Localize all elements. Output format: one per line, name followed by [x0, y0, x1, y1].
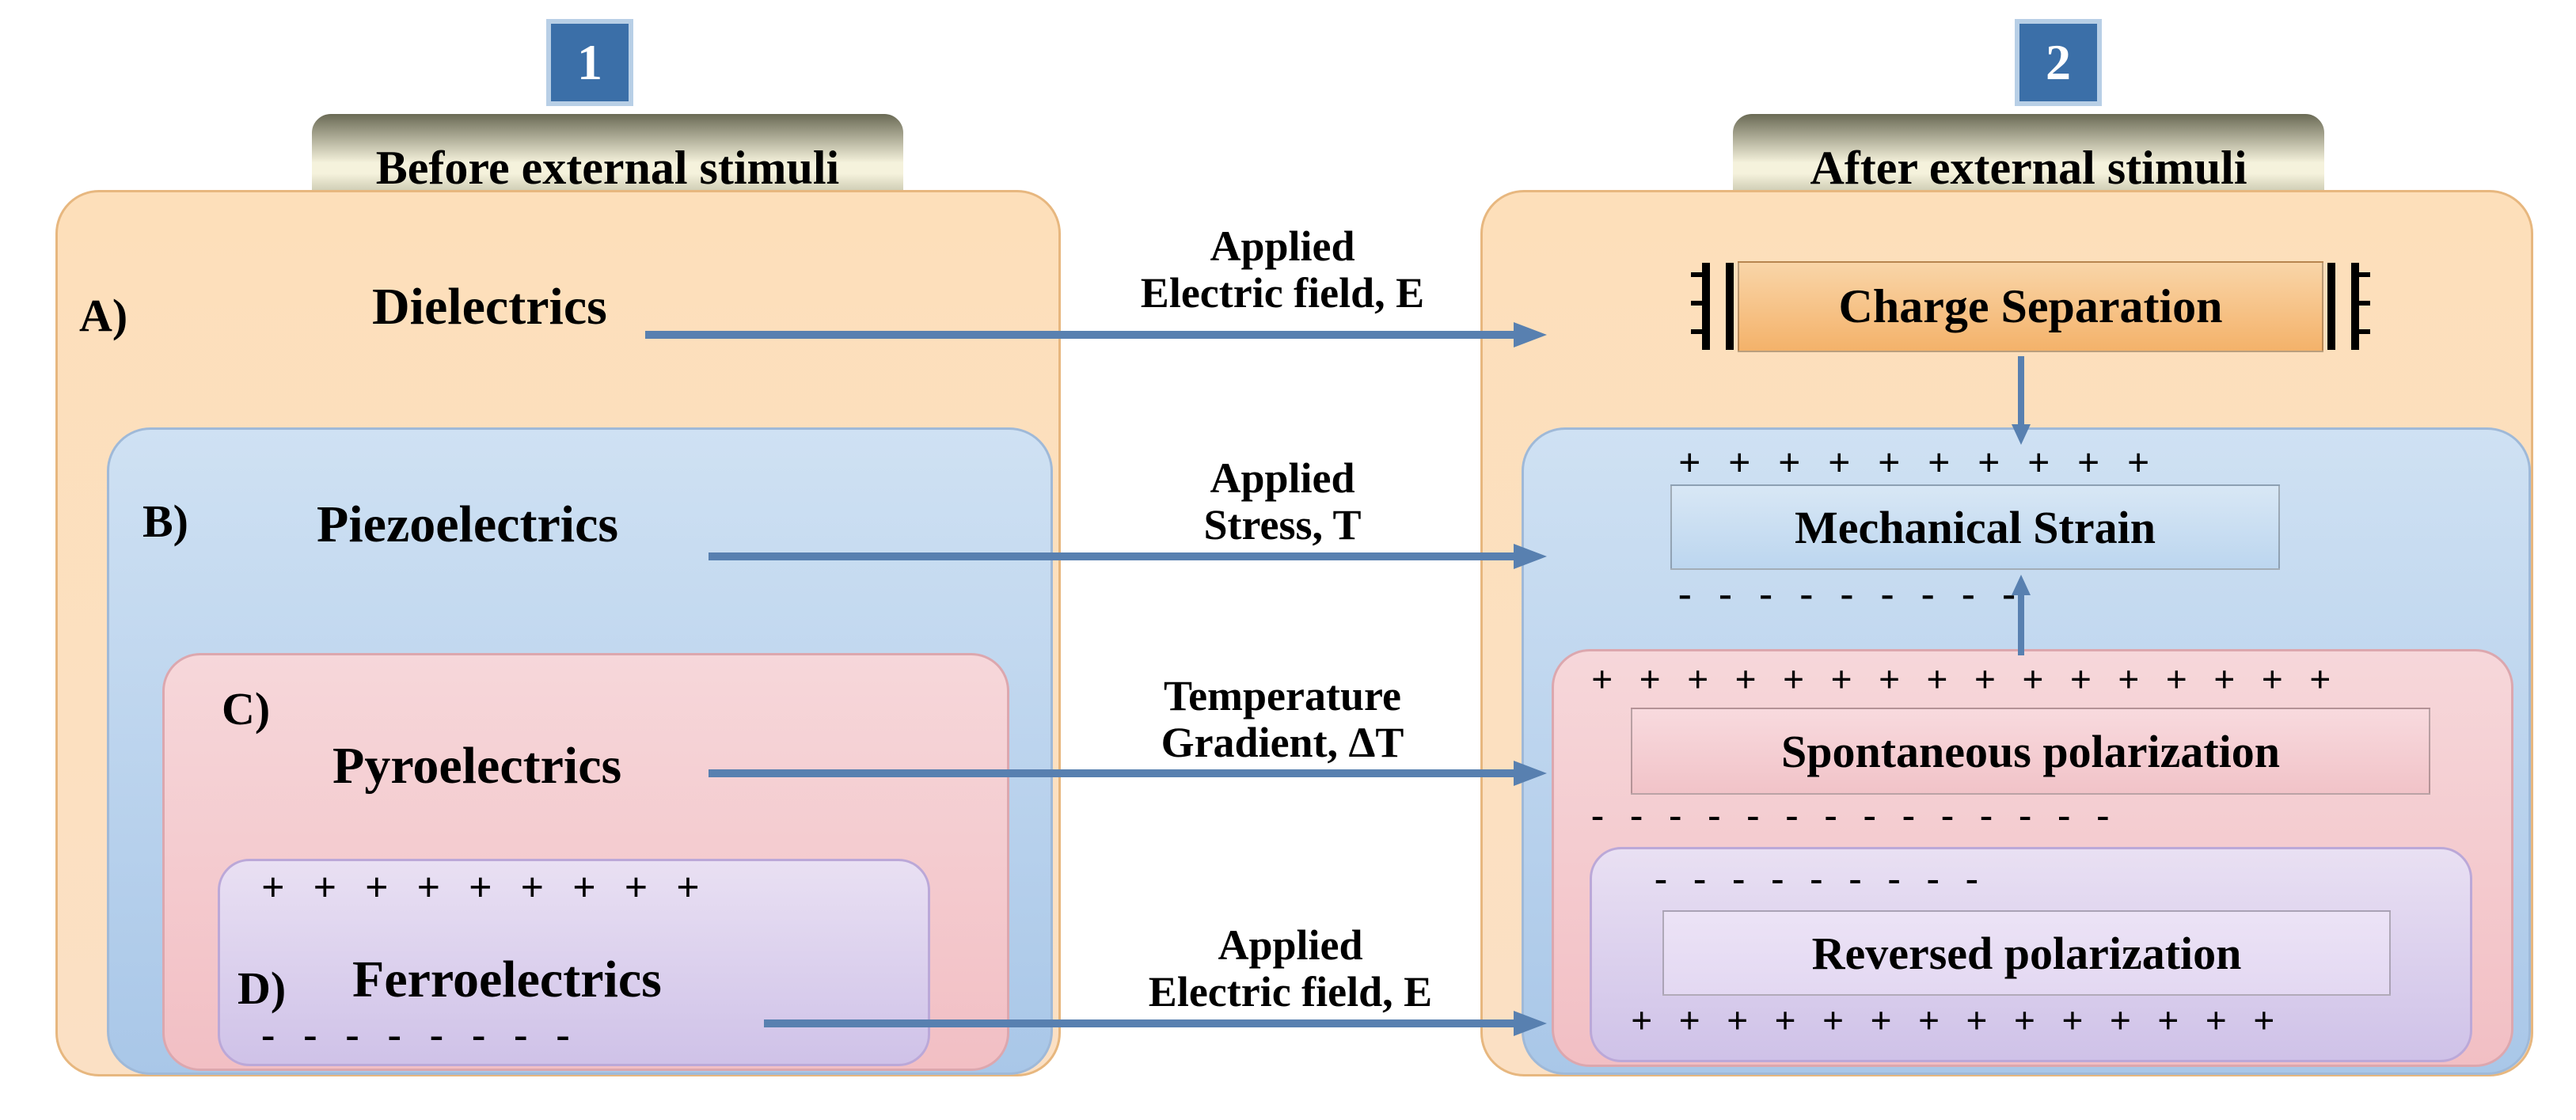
mini-arrow-up-head — [2012, 575, 2031, 595]
badge-2-text: 2 — [2046, 33, 2071, 92]
arrow-A-head — [1514, 322, 1547, 347]
result-mechanical-strain: Mechanical Strain — [1670, 484, 2280, 570]
label-A-letter: A) — [79, 289, 127, 342]
arrow-B-head — [1514, 544, 1547, 569]
badge-1: 1 — [546, 19, 633, 106]
arrow-B-line — [709, 552, 1516, 560]
label-B-letter: B) — [142, 495, 188, 548]
arrow-A-l1: Applied — [1100, 223, 1465, 270]
label-D-letter: D) — [237, 962, 286, 1015]
result-reversed-polarization: Reversed polarization — [1662, 910, 2391, 996]
badge-1-text: 1 — [577, 33, 602, 92]
ferro-bot-charges: + + + + + + + + + + + + + + — [1631, 999, 2283, 1042]
ferro-left-bot-charges: - - - - - - - - — [261, 1012, 579, 1058]
result-spontaneous-text: Spontaneous polarization — [1781, 725, 2280, 778]
arrow-C-line — [709, 769, 1516, 777]
arrow-C-l1: Temperature — [1085, 673, 1480, 719]
arrow-D-l1: Applied — [1100, 922, 1480, 969]
piezo-bot-charges: - - - - - - - - - — [1678, 570, 2024, 616]
pyro-top-charges: + + + + + + + + + + + + + + + + — [1591, 658, 2339, 701]
arrow-A-l2: Electric field, E — [1100, 270, 1465, 317]
result-reversed-text: Reversed polarization — [1812, 927, 2242, 980]
mini-arrow-down — [2018, 356, 2024, 426]
ferro-left-top-charges: + + + + + + + + + — [261, 864, 709, 911]
ferro-top-charges: - - - - - - - - - — [1655, 856, 1986, 900]
pyro-bot-charges: - - - - - - - - - - - - - - — [1591, 793, 2118, 837]
label-C: Pyroelectrics — [332, 736, 621, 796]
arrow-D-label: Applied Electric field, E — [1100, 922, 1480, 1016]
result-charge-separation-text: Charge Separation — [1839, 279, 2223, 334]
label-C-letter: C) — [222, 682, 270, 735]
label-A: Dielectrics — [372, 277, 607, 337]
arrow-D-line — [764, 1019, 1516, 1027]
label-B: Piezoelectrics — [317, 495, 618, 555]
arrow-C-head — [1514, 761, 1547, 786]
mini-arrow-up — [2018, 594, 2024, 655]
result-mechanical-strain-text: Mechanical Strain — [1795, 501, 2156, 554]
arrow-C-l2: Gradient, ΔT — [1085, 719, 1480, 766]
label-D: Ferroelectrics — [352, 950, 662, 1010]
arrow-A-label: Applied Electric field, E — [1100, 223, 1465, 317]
arrow-B-label: Applied Stress, T — [1100, 455, 1465, 549]
badge-2: 2 — [2015, 19, 2102, 106]
arrow-C-label: Temperature Gradient, ΔT — [1085, 673, 1480, 767]
arrow-D-l2: Electric field, E — [1100, 969, 1480, 1016]
arrow-D-head — [1514, 1011, 1547, 1036]
result-spontaneous-polarization: Spontaneous polarization — [1631, 708, 2430, 795]
arrow-A-line — [645, 331, 1516, 339]
arrow-B-l2: Stress, T — [1100, 502, 1465, 549]
header-after-text: After external stimuli — [1810, 141, 2247, 196]
header-before-text: Before external stimuli — [376, 141, 839, 196]
piezo-top-charges: + + + + + + + + + + — [1678, 439, 2158, 485]
result-charge-separation: Charge Separation — [1738, 261, 2323, 352]
arrow-B-l1: Applied — [1100, 455, 1465, 502]
